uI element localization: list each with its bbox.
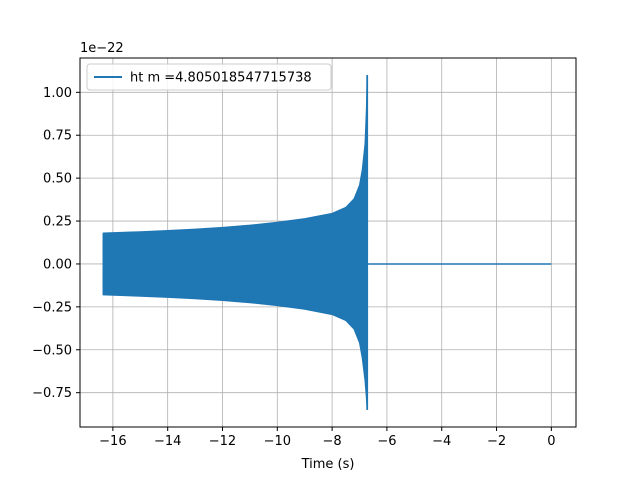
y-tick-label: 0.75 xyxy=(43,129,72,144)
x-tick-label: 0 xyxy=(547,434,555,449)
legend: ht m =4.805018547715738 xyxy=(86,63,332,91)
y-tick-label: −0.75 xyxy=(32,386,72,401)
x-tick-label: −4 xyxy=(432,434,451,449)
y-tick-label: −0.50 xyxy=(32,343,72,358)
series-ht-m xyxy=(102,75,552,410)
x-tick-label: −8 xyxy=(323,434,342,449)
y-axis: −0.75 −0.50 −0.25 0.00 0.25 0.50 0.75 1.00 xyxy=(32,86,80,401)
x-tick-label: −6 xyxy=(377,434,396,449)
x-tick-label: −10 xyxy=(264,434,291,449)
y-tick-label: 0.00 xyxy=(43,257,72,272)
x-tick-label: −2 xyxy=(487,434,506,449)
y-scale-label: 1e−22 xyxy=(80,41,124,56)
x-tick-label: −16 xyxy=(99,434,126,449)
legend-label: ht m =4.805018547715738 xyxy=(130,71,312,86)
x-tick-label: −12 xyxy=(209,434,236,449)
waveform-band xyxy=(102,75,368,410)
plot-frame xyxy=(79,57,577,428)
legend-box xyxy=(86,63,332,91)
x-axis: −16 −14 −12 −10 −8 −6 −4 −2 0 xyxy=(99,427,555,449)
y-tick-label: 0.50 xyxy=(43,172,72,187)
y-tick-label: 0.25 xyxy=(43,215,72,230)
y-tick-label: 1.00 xyxy=(43,86,72,101)
y-tick-label: −0.25 xyxy=(32,300,72,315)
x-tick-label: −14 xyxy=(154,434,181,449)
x-axis-label: Time (s) xyxy=(301,457,355,472)
